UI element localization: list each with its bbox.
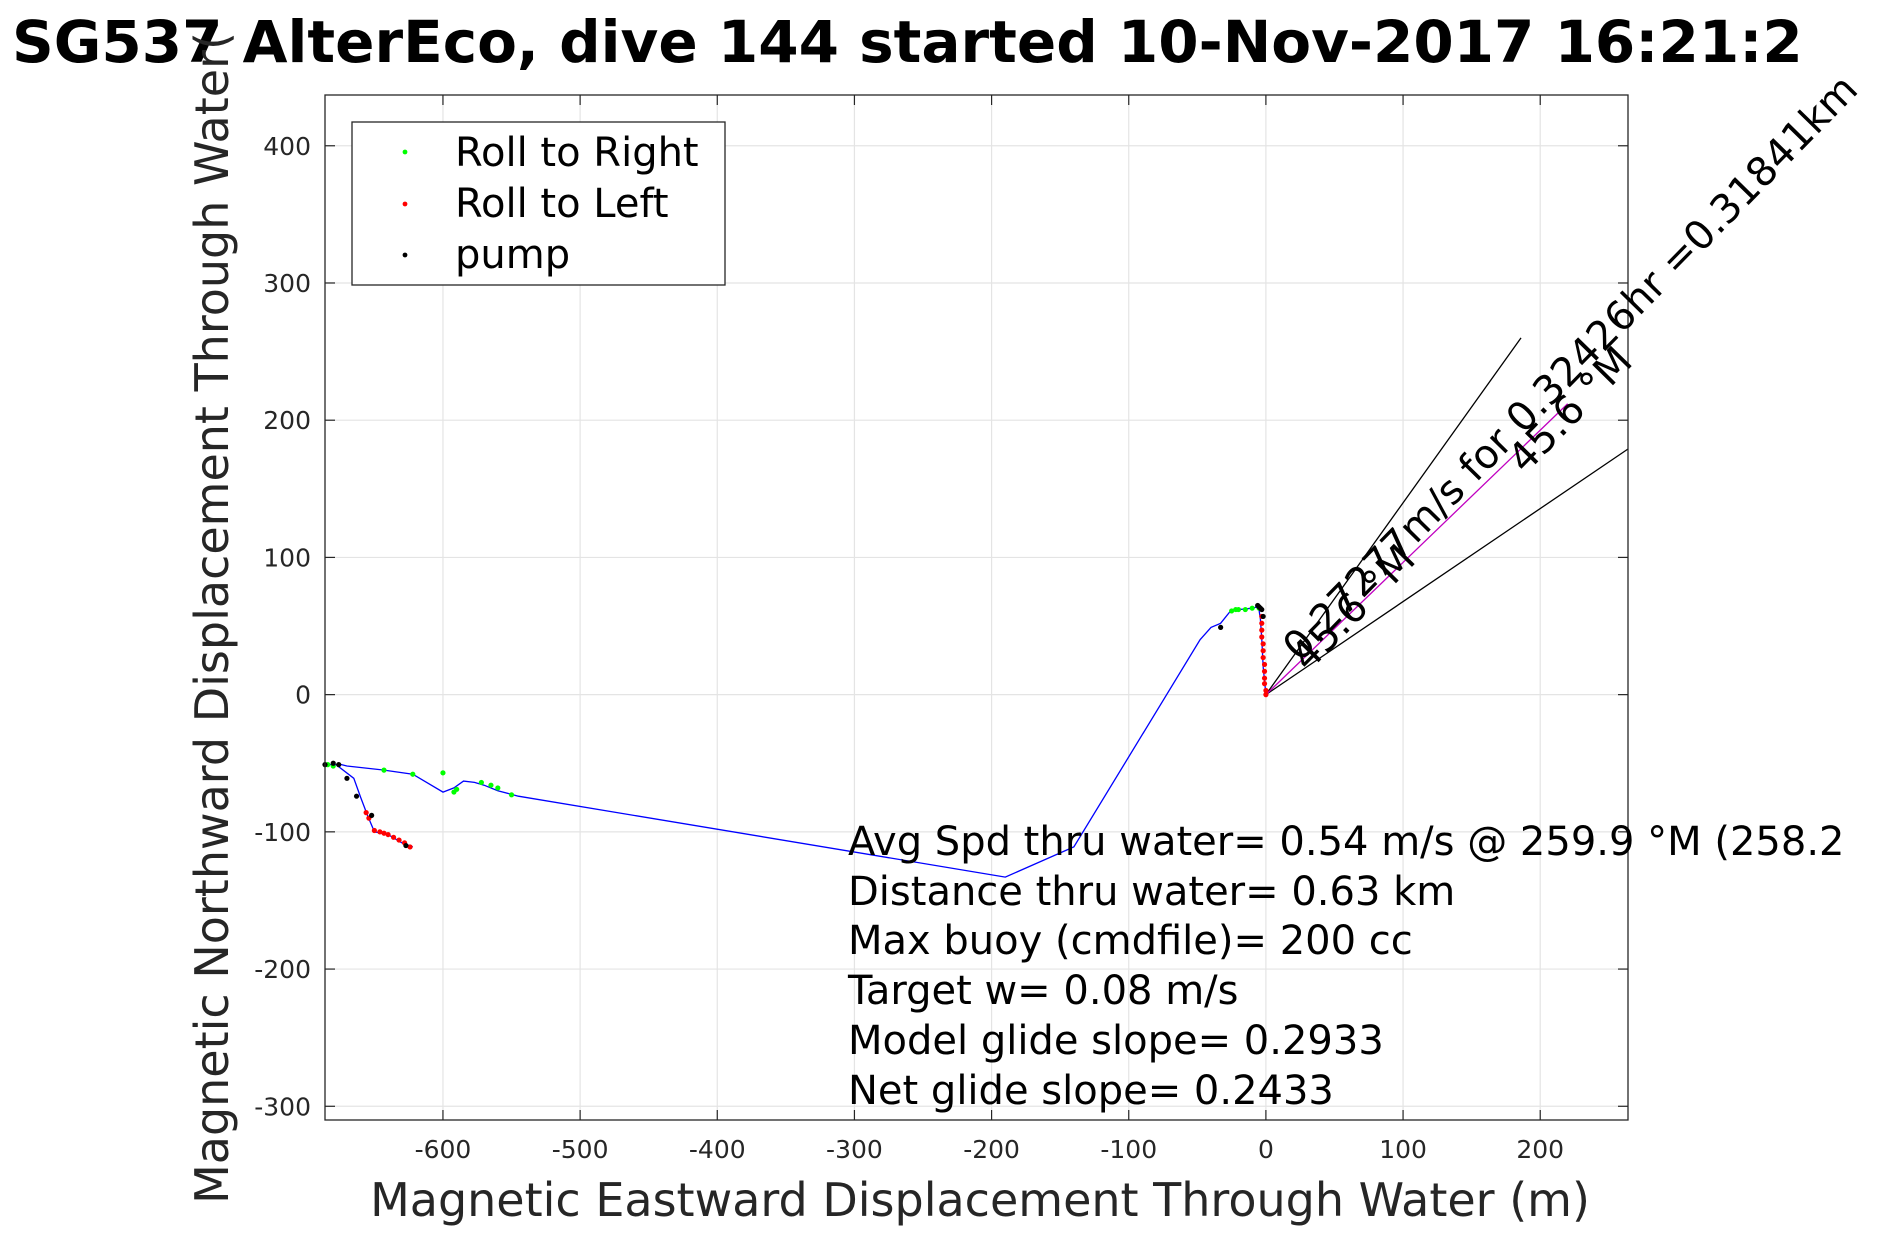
reference-line (1265, 448, 1629, 696)
x-tick-label: -400 (689, 1135, 746, 1164)
marker-roll-right (1242, 606, 1248, 613)
x-tick-label: -600 (415, 1135, 472, 1164)
marker-pump (1255, 602, 1261, 609)
x-tick-label: 100 (1379, 1135, 1427, 1164)
marker-roll-left (377, 829, 383, 835)
stat-model-glide: Model glide slope= 0.2933 (848, 1018, 1384, 1064)
marker-roll-right (381, 767, 387, 773)
marker-pump (330, 760, 336, 766)
reference-line (1265, 403, 1569, 696)
marker-roll-left (1261, 661, 1268, 668)
x-tick-label: -300 (826, 1135, 883, 1164)
marker-roll-right (508, 792, 515, 798)
marker-roll-left (1263, 692, 1269, 698)
marker-roll-left (385, 831, 391, 838)
y-tick-label: 300 (263, 269, 311, 298)
legend-marker-roll-left (402, 201, 408, 207)
legend-marker-roll-right (402, 149, 408, 155)
stat-avg-speed: Avg Spd thru water= 0.54 m/s @ 259.9 °M … (848, 819, 1844, 865)
marker-roll-left (1259, 634, 1265, 640)
marker-roll-left (1261, 675, 1268, 681)
legend-label-pump: pump (455, 232, 570, 278)
x-tick-label: -200 (963, 1135, 1020, 1164)
y-tick-label: -100 (254, 818, 311, 847)
marker-roll-right (1233, 606, 1239, 613)
stats-annotation: Avg Spd thru water= 0.54 m/s @ 259.9 °M … (847, 819, 1844, 1114)
y-tick-label: 100 (263, 543, 311, 572)
x-tick-label: -100 (1100, 1135, 1157, 1164)
marker-pump (353, 793, 360, 799)
marker-pump (1260, 613, 1266, 620)
x-tick-label: 0 (1258, 1135, 1274, 1164)
y-tick-label: 400 (263, 132, 311, 161)
legend-marker-pump (402, 252, 408, 258)
marker-roll-left (1260, 654, 1266, 661)
marker-roll-left (1263, 687, 1269, 694)
legend: Roll to Right Roll to Left pump (351, 121, 726, 286)
marker-roll-left (381, 830, 387, 836)
marker-roll-left (396, 837, 402, 843)
marker-roll-left (407, 844, 413, 850)
x-tick-label: -500 (552, 1135, 609, 1164)
axes-frame (324, 94, 1629, 1121)
marker-roll-left (390, 834, 397, 840)
y-tick-label: 200 (263, 406, 311, 435)
grid (325, 95, 1628, 1120)
markers (322, 602, 1269, 850)
marker-roll-right (451, 789, 457, 795)
marker-pump (1218, 624, 1224, 630)
marker-roll-left (1261, 681, 1268, 687)
marker-roll-left (1259, 620, 1265, 626)
y-tick-label: 0 (295, 681, 311, 710)
marker-roll-right (410, 771, 416, 777)
reference-lines (1265, 337, 1629, 696)
legend-label-roll-left: Roll to Left (455, 181, 669, 227)
x-axis-label: Magnetic Eastward Displacement Through W… (370, 1173, 1590, 1227)
legend-box (351, 121, 726, 286)
reference-line (1265, 337, 1522, 696)
marker-roll-left (363, 810, 369, 816)
marker-roll-right (495, 785, 501, 791)
marker-pump (336, 762, 342, 768)
chart-title: SG537 AlterEco, dive 144 started 10-Nov-… (12, 8, 1803, 76)
marker-roll-right (478, 779, 484, 786)
ticks: -600 -500 -400 -300 -200 -100 0 100 200 -300 -200 -… (254, 95, 1628, 1164)
stat-distance: Distance thru water= 0.63 km (848, 869, 1455, 915)
marker-pump (369, 812, 375, 818)
marker-roll-left (1261, 668, 1268, 674)
stat-max-buoy: Max buoy (cmdfile)= 200 cc (848, 918, 1413, 964)
stat-net-glide: Net glide slope= 0.2433 (848, 1068, 1334, 1114)
marker-roll-left (1259, 627, 1265, 633)
marker-roll-right (440, 770, 446, 776)
marker-roll-right (488, 782, 494, 788)
marker-roll-right (1249, 605, 1255, 611)
marker-roll-left (1260, 648, 1266, 654)
marker-roll-right (1229, 608, 1235, 614)
marker-roll-left (1260, 641, 1266, 647)
legend-label-roll-right: Roll to Right (455, 130, 699, 176)
y-tick-label: -200 (254, 955, 311, 984)
y-axis-label: Magnetic Northward Displacement Through … (185, 32, 239, 1204)
marker-pump (403, 842, 409, 849)
marker-roll-left (371, 827, 377, 834)
y-tick-label: -300 (254, 1092, 311, 1121)
marker-pump (344, 775, 350, 781)
x-tick-label: 200 (1516, 1135, 1564, 1164)
stat-target-w: Target w= 0.08 m/s (847, 968, 1238, 1014)
